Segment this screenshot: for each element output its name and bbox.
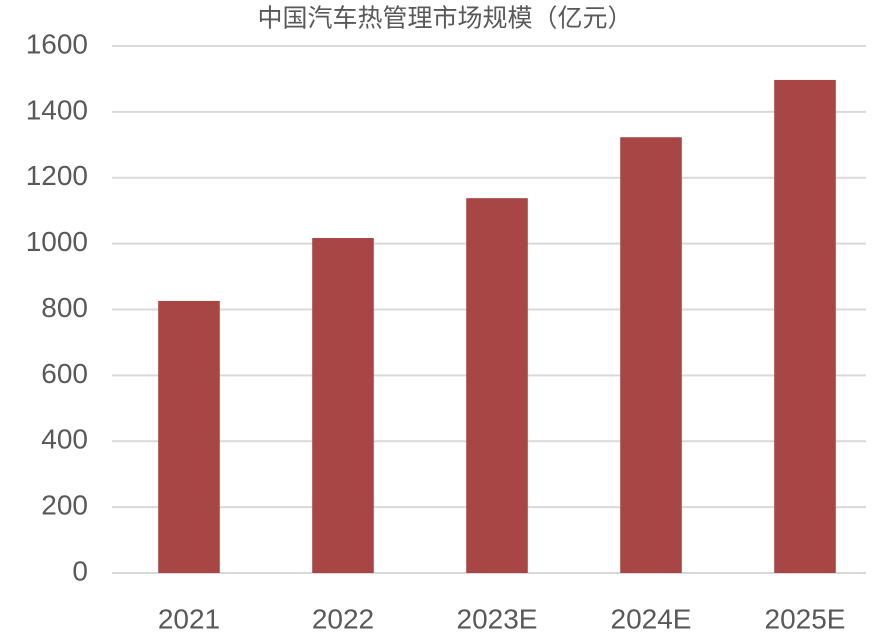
bar	[620, 137, 682, 573]
bar	[158, 300, 220, 573]
y-tick-label: 0	[72, 555, 88, 586]
y-tick-label: 600	[41, 358, 88, 389]
x-tick-label: 2021	[158, 603, 220, 634]
bar	[312, 238, 374, 573]
y-tick-label: 200	[41, 490, 88, 521]
x-tick-label: 2022	[312, 603, 374, 634]
y-tick-label: 800	[41, 292, 88, 323]
x-tick-label: 2024E	[611, 603, 692, 634]
chart-title: 中国汽车热管理市场规模（亿元）	[257, 5, 632, 33]
bar	[774, 79, 836, 573]
y-tick-label: 1600	[26, 28, 88, 59]
x-tick-label: 2023E	[457, 603, 538, 634]
y-tick-label: 1400	[26, 94, 88, 125]
y-tick-label: 1200	[26, 160, 88, 191]
bar	[466, 198, 528, 573]
x-tick-label: 2025E	[765, 603, 846, 634]
y-tick-label: 1000	[26, 226, 88, 257]
y-tick-label: 400	[41, 424, 88, 455]
